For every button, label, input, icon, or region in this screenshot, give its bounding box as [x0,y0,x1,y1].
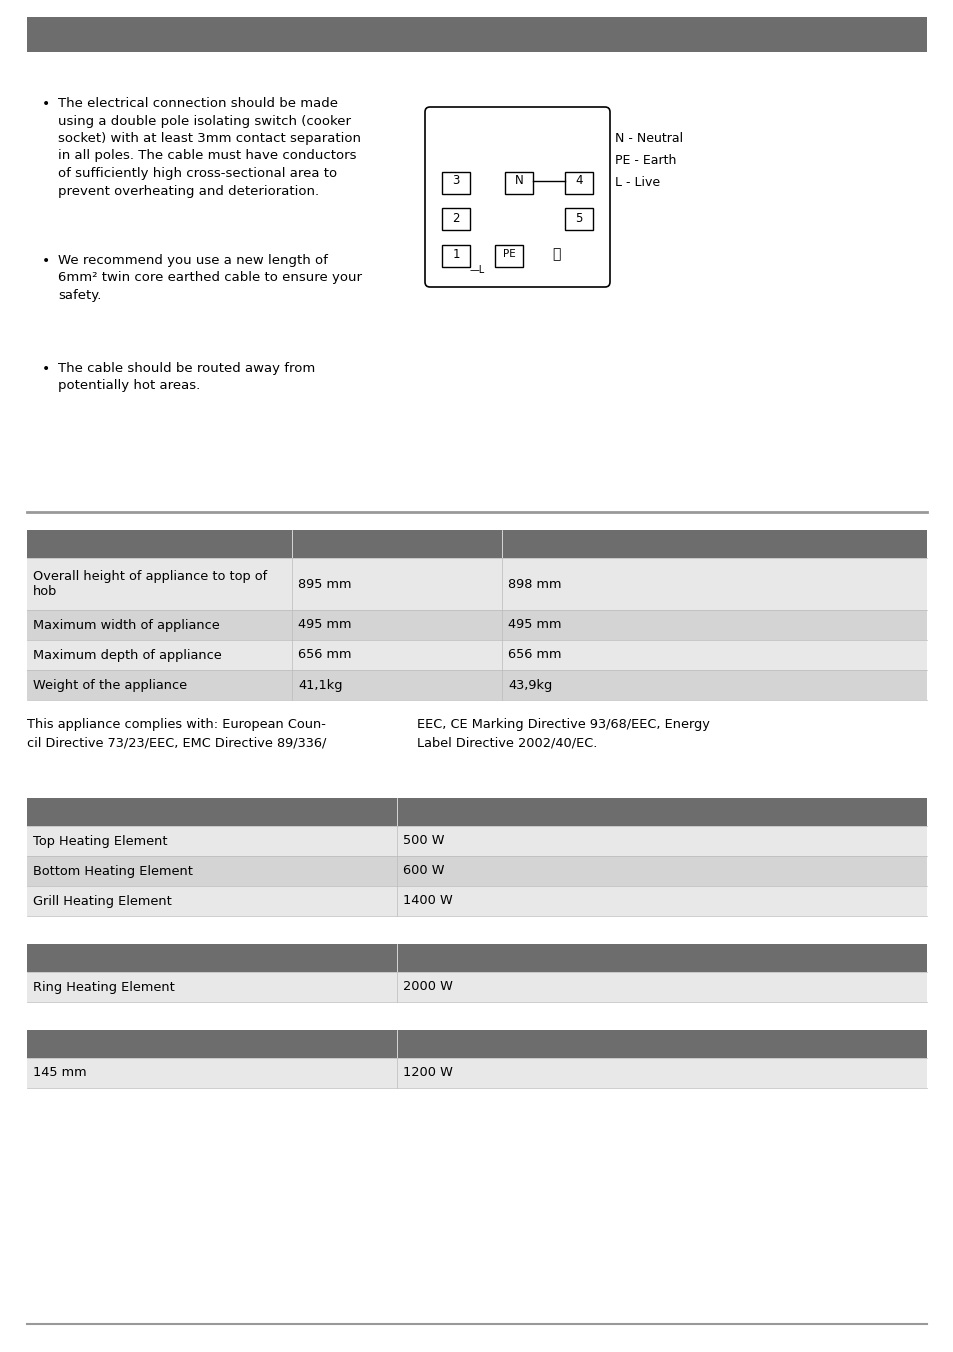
Text: The cable should be routed away from
potentially hot areas.: The cable should be routed away from pot… [58,362,314,392]
Text: 495 mm: 495 mm [297,618,351,631]
Text: •: • [42,254,51,268]
Bar [27,886,926,917]
Text: Ring Heating Element: Ring Heating Element [33,980,174,994]
Text: Overall height of appliance to top of
hob: Overall height of appliance to top of ho… [33,571,267,598]
Bar [564,208,593,230]
Text: •: • [42,362,51,376]
Text: Maximum width of appliance: Maximum width of appliance [33,618,219,631]
Text: 1: 1 [452,247,459,261]
Bar [27,671,926,700]
Text: 41,1kg: 41,1kg [297,679,342,691]
Text: PE: PE [502,249,515,260]
Bar [27,1059,926,1088]
Text: The electrical connection should be made
using a double pole isolating switch (c: The electrical connection should be made… [58,97,360,197]
Bar [27,944,926,972]
Bar [504,172,533,193]
Bar [27,639,926,671]
Text: L - Live: L - Live [615,176,659,189]
Text: We recommend you use a new length of
6mm² twin core earthed cable to ensure your: We recommend you use a new length of 6mm… [58,254,361,301]
Bar [441,208,470,230]
Text: 656 mm: 656 mm [297,649,351,661]
Bar [27,18,926,51]
Text: Top Heating Element: Top Heating Element [33,834,168,848]
Text: —L: —L [470,265,485,274]
Text: N: N [514,174,523,188]
Text: 495 mm: 495 mm [507,618,561,631]
Bar [27,826,926,856]
Text: Weight of the appliance: Weight of the appliance [33,679,187,691]
Text: 2000 W: 2000 W [402,980,453,994]
Bar [564,172,593,193]
Text: 3: 3 [452,174,459,188]
Bar [441,172,470,193]
Text: ⏚: ⏚ [551,247,559,261]
Text: Maximum depth of appliance: Maximum depth of appliance [33,649,221,661]
Bar [27,972,926,1002]
Text: N - Neutral: N - Neutral [615,132,682,145]
Bar [27,856,926,886]
Text: 656 mm: 656 mm [507,649,561,661]
Bar [27,558,926,610]
Text: 2: 2 [452,211,459,224]
Text: This appliance complies with: European Coun-
cil Directive 73/23/EEC, EMC Direct: This appliance complies with: European C… [27,718,326,749]
Text: 1200 W: 1200 W [402,1067,453,1079]
FancyBboxPatch shape [424,107,609,287]
Text: Grill Heating Element: Grill Heating Element [33,895,172,907]
Text: PE - Earth: PE - Earth [615,154,676,168]
Text: 145 mm: 145 mm [33,1067,87,1079]
Bar [27,1030,926,1059]
Bar [495,245,522,266]
Bar [27,530,926,558]
Bar [27,610,926,639]
Bar [27,798,926,826]
Text: EEC, CE Marking Directive 93/68/EEC, Energy
Label Directive 2002/40/EC.: EEC, CE Marking Directive 93/68/EEC, Ene… [416,718,709,749]
Text: 500 W: 500 W [402,834,444,848]
Text: Bottom Heating Element: Bottom Heating Element [33,864,193,877]
Text: 1400 W: 1400 W [402,895,453,907]
Bar [441,245,470,266]
Text: 895 mm: 895 mm [297,577,351,591]
Text: 4: 4 [575,174,582,188]
Text: 5: 5 [575,211,582,224]
Text: •: • [42,97,51,111]
Text: 43,9kg: 43,9kg [507,679,552,691]
Text: 898 mm: 898 mm [507,577,561,591]
Text: 600 W: 600 W [402,864,444,877]
